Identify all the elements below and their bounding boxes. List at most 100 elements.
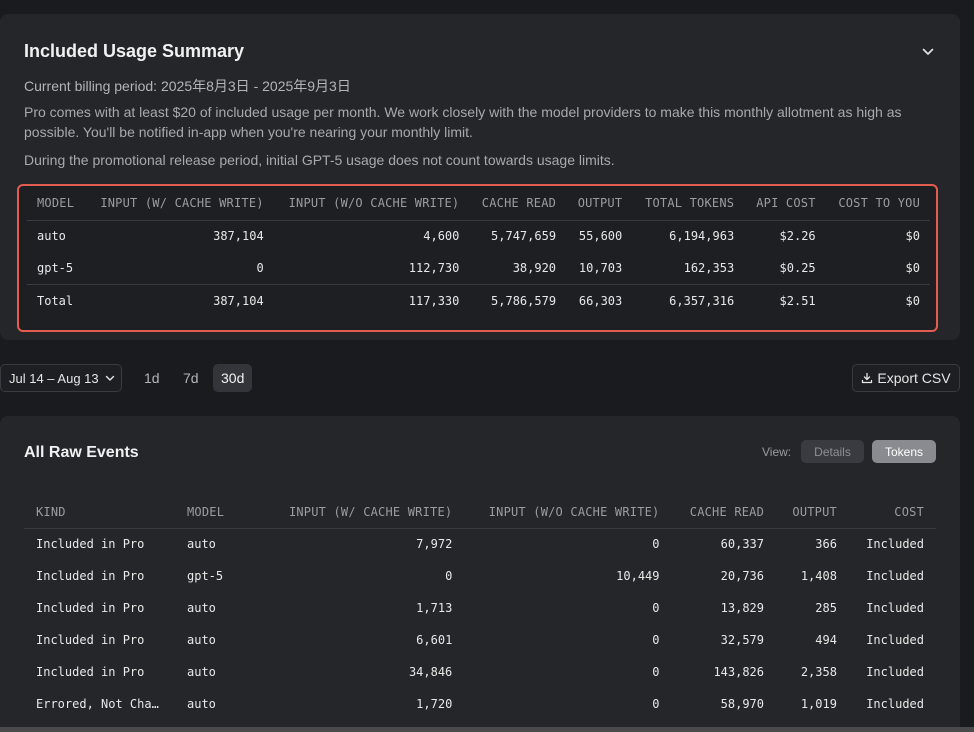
cell: 0 [652, 697, 660, 711]
cell-model: auto [37, 229, 66, 244]
cell: 5,786,579 [469, 283, 567, 318]
cell-cost: Included [866, 569, 924, 583]
col-header: INPUT (W/ CACHE WRITE) [85, 186, 274, 221]
cell-model: auto [187, 665, 216, 679]
cell: 366 [815, 537, 837, 552]
table-row: gpt-5 0 112,730 38,920 10,703 162,353 $0… [27, 252, 930, 284]
col-header: KIND [24, 496, 175, 529]
cell-model: gpt-5 [37, 260, 74, 275]
col-header: OUTPUT [776, 496, 849, 529]
summary-table: MODEL INPUT (W/ CACHE WRITE) INPUT (W/O … [27, 186, 930, 318]
export-csv-label: Export CSV [877, 370, 951, 386]
summary-header-row: MODEL INPUT (W/ CACHE WRITE) INPUT (W/O … [27, 186, 930, 221]
cell: $0 [905, 229, 920, 244]
table-row: Errored, Not Cha… auto 1,720 0 58,970 1,… [24, 688, 936, 720]
cell: 2,358 [800, 665, 837, 679]
cell-model: auto [187, 537, 216, 552]
cell: $0 [905, 260, 920, 275]
bottom-scroll-strip [0, 727, 974, 732]
chevron-down-icon [105, 375, 114, 381]
table-row: auto 387,104 4,600 5,747,659 55,600 6,19… [27, 220, 930, 252]
cell: 6,194,963 [669, 229, 735, 244]
cell: 0 [652, 601, 660, 615]
cell-kind: Included in Pro [36, 665, 145, 679]
col-header: API COST [744, 186, 826, 221]
cell: 55,600 [578, 229, 623, 244]
summary-title: Included Usage Summary [24, 41, 245, 61]
cell: 1,713 [416, 601, 453, 615]
table-row: Included in Pro auto 34,846 0 143,826 2,… [24, 656, 936, 688]
cell: 387,104 [85, 283, 274, 318]
cell-kind: Errored, Not Cha… [36, 697, 159, 711]
range-1d-button[interactable]: 1d [144, 370, 160, 386]
cell-kind: Included in Pro [36, 569, 145, 583]
table-row: Included in Pro auto 1,713 0 13,829 285 … [24, 592, 936, 624]
col-header: OUTPUT [566, 186, 633, 221]
col-header: CACHE READ [469, 186, 567, 221]
raw-events-table: KIND MODEL INPUT (W/ CACHE WRITE) INPUT … [24, 496, 936, 720]
promo-notice: During the promotional release period, i… [24, 152, 615, 168]
col-header: MODEL [175, 496, 265, 529]
range-30d-button[interactable]: 30d [213, 364, 253, 392]
cell: 494 [815, 633, 837, 647]
cell-total-label: Total [27, 283, 86, 318]
view-tokens-button[interactable]: Tokens [872, 440, 936, 463]
cell: 10,703 [578, 260, 623, 275]
cell: 60,337 [720, 537, 765, 552]
cell: 112,730 [408, 260, 460, 275]
cell-cost: Included [866, 537, 924, 552]
cell-kind: Included in Pro [36, 537, 145, 552]
total-row: Total 387,104 117,330 5,786,579 66,303 6… [27, 283, 930, 318]
view-label: View: [762, 445, 792, 459]
export-csv-button[interactable]: Export CSV [852, 364, 960, 392]
col-header: COST TO YOU [825, 186, 930, 221]
range-7d-button[interactable]: 7d [183, 370, 199, 386]
date-range-label: Jul 14 – Aug 13 [9, 370, 99, 386]
cell: 32,579 [720, 633, 765, 647]
cell: 285 [815, 601, 837, 615]
events-title: All Raw Events [24, 444, 139, 461]
date-range-select[interactable]: Jul 14 – Aug 13 [0, 364, 122, 392]
cell: 0 [652, 633, 660, 647]
cell-model: auto [187, 601, 216, 615]
cell: $0.25 [779, 260, 816, 275]
col-header: MODEL [27, 186, 86, 221]
usage-summary-card: Included Usage Summary Current billing p… [0, 14, 960, 340]
cell: 0 [445, 569, 453, 583]
col-header: CACHE READ [671, 496, 777, 529]
billing-period: Current billing period: 2025年8月3日 - 2025… [24, 78, 351, 94]
collapse-button[interactable] [916, 42, 940, 62]
col-header: INPUT (W/O CACHE WRITE) [273, 186, 470, 221]
download-icon [862, 372, 873, 384]
cell: 58,970 [720, 697, 765, 711]
cell: 34,846 [408, 665, 453, 679]
cell: 66,303 [566, 283, 633, 318]
cell: 38,920 [512, 260, 557, 275]
cell: 1,019 [800, 697, 837, 711]
cell-model: auto [187, 633, 216, 647]
cell: 0 [256, 260, 264, 275]
cell: 162,353 [683, 260, 735, 275]
table-row: Included in Pro auto 7,972 0 60,337 366 … [24, 528, 936, 560]
events-header-row: KIND MODEL INPUT (W/ CACHE WRITE) INPUT … [24, 496, 936, 529]
cell: $2.26 [779, 229, 816, 244]
raw-events-card: All Raw Events View: Details Tokens KIND… [0, 416, 960, 732]
chevron-down-icon [922, 48, 934, 55]
cell: $2.51 [744, 283, 826, 318]
cell: 7,972 [416, 537, 453, 552]
cell: 1,408 [800, 569, 837, 583]
view-details-button[interactable]: Details [801, 440, 864, 463]
cell-cost: Included [866, 601, 924, 615]
cell-cost: Included [866, 633, 924, 647]
cell: 6,601 [416, 633, 453, 647]
cell: 387,104 [213, 229, 264, 244]
cell: 1,720 [416, 697, 453, 711]
cell-cost: Included [866, 697, 924, 711]
cell: 20,736 [720, 569, 765, 583]
cell: 117,330 [273, 283, 470, 318]
col-header: TOTAL TOKENS [632, 186, 745, 221]
col-header: COST [848, 496, 936, 529]
cell-model: gpt-5 [187, 569, 224, 583]
cell-model: auto [187, 697, 216, 711]
cell: 6,357,316 [632, 283, 745, 318]
